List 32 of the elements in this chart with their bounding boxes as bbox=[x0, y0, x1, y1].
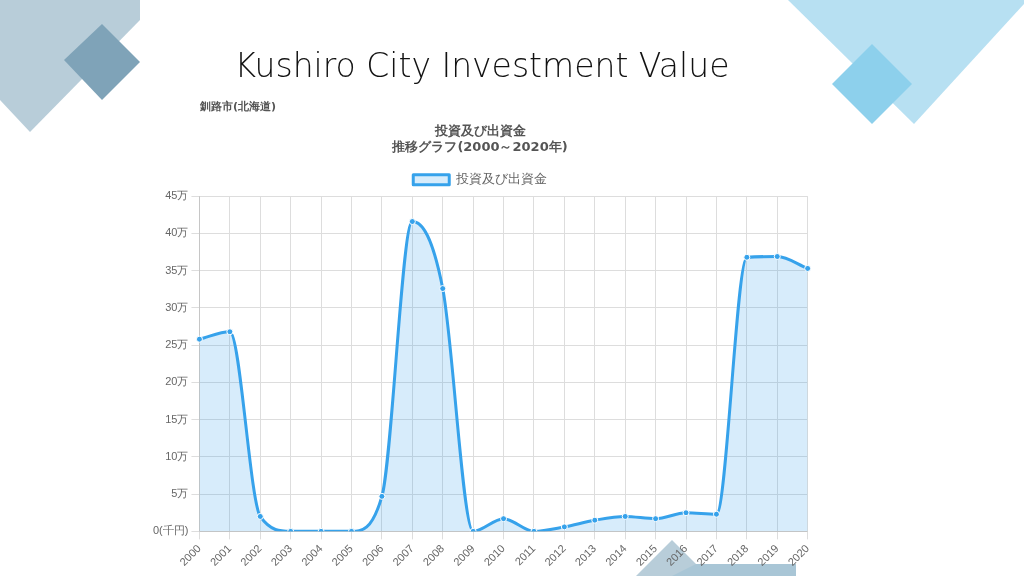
point bbox=[621, 512, 629, 520]
point bbox=[591, 516, 599, 524]
point bbox=[500, 515, 508, 523]
point bbox=[348, 527, 355, 532]
point bbox=[226, 328, 234, 336]
point bbox=[408, 218, 416, 226]
y-tick-label: 15万 bbox=[165, 412, 189, 425]
point bbox=[743, 253, 751, 261]
point bbox=[195, 335, 203, 343]
point bbox=[773, 253, 781, 261]
point bbox=[652, 515, 660, 523]
chart-subtitle: 釧路市(北海道) bbox=[200, 99, 277, 114]
point bbox=[439, 285, 447, 293]
point bbox=[560, 523, 568, 531]
y-tick-label: 35万 bbox=[165, 263, 189, 276]
y-tick-label: 20万 bbox=[165, 375, 189, 388]
y-tick-label: 5万 bbox=[171, 487, 189, 500]
point bbox=[712, 510, 720, 518]
point bbox=[804, 264, 812, 272]
y-tick-label: 0(千円) bbox=[152, 524, 189, 537]
y-tick-label: 30万 bbox=[165, 300, 189, 313]
y-tick-label: 40万 bbox=[165, 226, 189, 239]
legend-label: 投資及び出資金 bbox=[454, 171, 547, 187]
y-tick-label: 25万 bbox=[165, 338, 189, 351]
chart-title: Kushiro City Investment Value bbox=[233, 46, 731, 85]
y-tick-label: 10万 bbox=[165, 449, 189, 462]
point bbox=[378, 492, 386, 500]
point bbox=[682, 509, 690, 517]
text: 推移グラフ(2000～2020年) bbox=[391, 138, 568, 154]
point bbox=[256, 512, 264, 520]
y-tick-label: 45万 bbox=[165, 189, 189, 202]
text: 投資及び出資金 bbox=[433, 123, 527, 139]
